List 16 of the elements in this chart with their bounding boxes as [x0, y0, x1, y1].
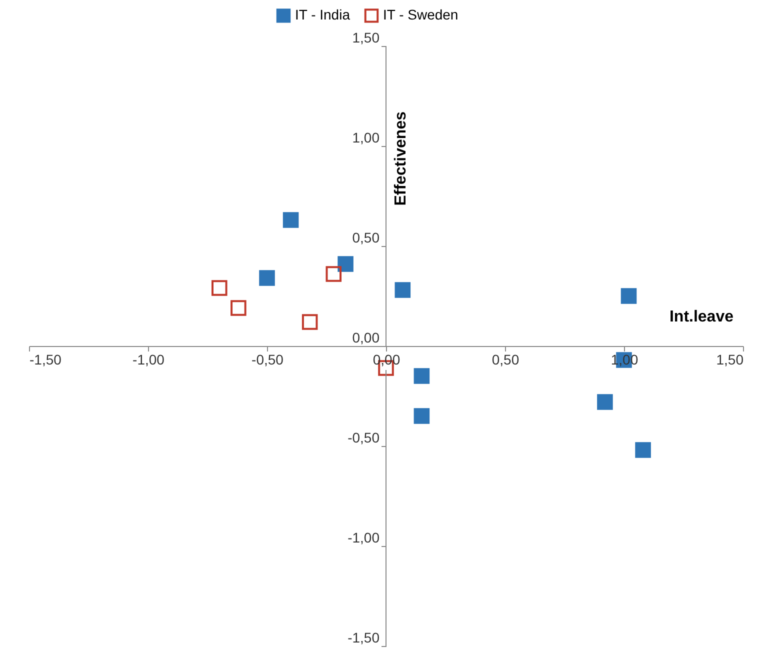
x-axis-title: Int.leave: [669, 308, 734, 326]
x-tick-label: -1,00: [132, 352, 165, 368]
x-tick-label: 1,50: [716, 352, 744, 368]
y-tick-label: -1,00: [348, 530, 380, 546]
legend-label: IT - India: [295, 6, 350, 23]
y-tick-label: 1,50: [352, 30, 380, 46]
y-axis-title: Effectivenes: [392, 111, 410, 206]
legend-label: IT - Sweden: [383, 6, 458, 23]
y-tick-label: 0,00: [352, 330, 380, 346]
x-tick-label: 0,50: [492, 352, 520, 368]
y-tick-label: 1,00: [352, 130, 380, 146]
y-tick-label: -1,50: [348, 630, 380, 646]
x-tick-label: -0,50: [252, 352, 284, 368]
y-tick-label: -0,50: [348, 430, 380, 446]
x-tick-label: -1,50: [30, 352, 62, 368]
y-tick-label: 0,50: [352, 230, 380, 246]
